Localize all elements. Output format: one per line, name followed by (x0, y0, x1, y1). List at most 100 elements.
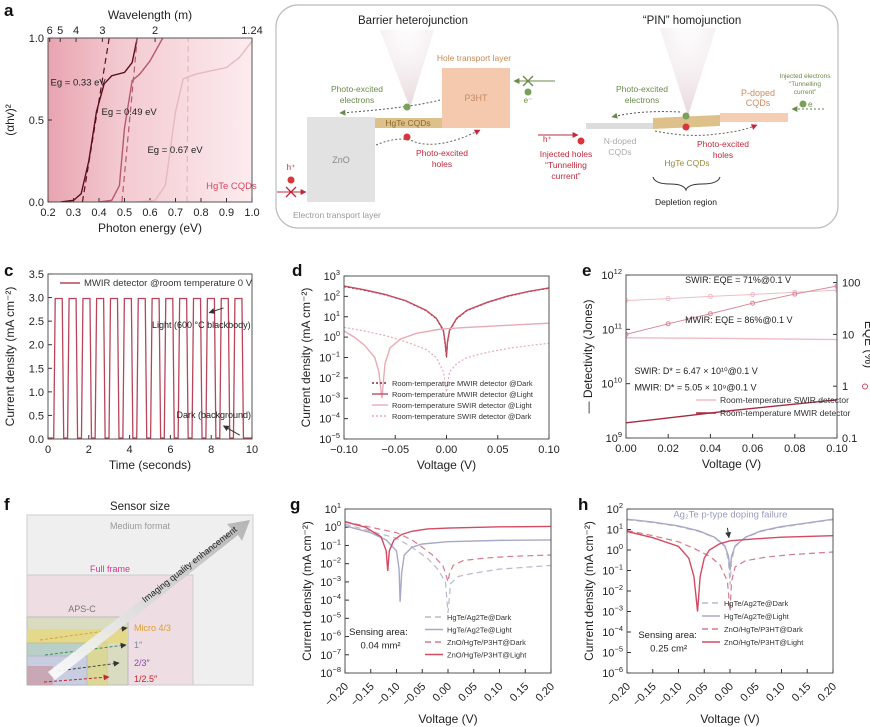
x-tick-label: 0.00 (712, 681, 736, 705)
depletion-region-label: Depletion region (655, 197, 717, 207)
two-thirds-arrow (57, 660, 120, 672)
y-tick-label: 10−6 (602, 665, 623, 680)
light-cone-left (380, 30, 434, 108)
annotation-arrow (725, 527, 732, 539)
x-tick-label: 0.08 (784, 443, 805, 455)
full-frame-label: Full frame (90, 564, 130, 574)
annotation: Light (600 °C blackbody) (152, 320, 251, 330)
p3ht-block (442, 68, 510, 128)
y-axis-label: Current density (mA cm⁻²) (582, 521, 596, 661)
barrier-heterojunction-title: Barrier heterojunction (358, 15, 468, 27)
y-tick-label: 10−4 (320, 592, 341, 607)
hgte-cqds-right-label: HgTe CQDs (664, 158, 709, 168)
x-tick-label: 0.04 (700, 443, 721, 455)
hole-transport-layer-label: Hole transport layer (437, 53, 511, 63)
x-tick-label: 0.2 (40, 207, 55, 219)
y-tick-label: 100 (325, 519, 341, 534)
y-tick-label: 10−6 (320, 629, 341, 644)
y-tick-label: 101 (607, 522, 623, 537)
electron-dot-right (682, 112, 690, 120)
panel-label-h: h (578, 495, 588, 514)
annotation: Eg = 0.67 eV (147, 145, 203, 156)
plot-frame (626, 508, 834, 674)
legend-entry: Room-temperature SWIR detector @Dark (392, 412, 532, 421)
photo-electrons-right-1: Photo-excited (616, 84, 668, 94)
y-tick-label: 10−2 (602, 583, 623, 598)
plot-frame (625, 274, 838, 439)
series-0-line (626, 337, 837, 341)
series-2-line (344, 322, 549, 399)
injected-electrons-3: current” (794, 89, 816, 96)
legend-entry: HgTe/Ag2Te@Dark (724, 599, 789, 608)
x-tick-label: 0.00 (615, 443, 636, 455)
electron-dot-left (403, 103, 411, 111)
series-group (48, 297, 252, 439)
x-tick-label: 10 (246, 444, 258, 456)
p-doped-label-2: CQDs (746, 98, 771, 108)
p3ht-label: P3HT (464, 93, 488, 103)
y-axis-label: — Detectivity (Jones) (581, 299, 595, 413)
series-square-wave (48, 297, 252, 439)
annotation: SWIR: D* = 6.47 × 10¹⁰@0.1 V (634, 366, 757, 376)
x-tick-label: −0.15 (631, 681, 659, 709)
y2-tick-label: 0.1 (842, 433, 857, 445)
x-tick-label: 0.10 (482, 681, 506, 705)
y-tick-label: 101 (324, 309, 340, 324)
block-x-icon (285, 186, 297, 198)
injected-electrons-1: Injected electrons (780, 73, 832, 80)
y-tick-label: 10−1 (319, 350, 340, 365)
legend-entry: HgTe/Ag2Te@Light (447, 626, 513, 635)
top-axis-label: Wavelength (m) (108, 8, 192, 22)
top-tick-label: 4 (73, 25, 79, 37)
x-tick-label: 0.20 (815, 681, 839, 705)
x-tick-label: −0.15 (349, 681, 377, 709)
plot-background (344, 276, 549, 439)
y-tick-label: 100 (324, 329, 340, 344)
x-tick-label: 0 (45, 444, 51, 456)
electron-transport-layer-label: Electron transport layer (293, 210, 381, 220)
y-tick-label: 1010 (601, 376, 622, 391)
block-x-icon-2 (522, 75, 534, 87)
x-tick-label: 0.10 (538, 444, 559, 456)
annotation: MWIR: D* = 5.05 × 10⁹@0.1 V (634, 382, 756, 392)
panel-label-g: g (290, 495, 300, 514)
x-tick-label: 0.6 (142, 207, 157, 219)
annotation: SWIR: EQE = 71%@0.1 V (685, 275, 791, 285)
hgte-cqds-left-label: HgTe CQDs (385, 118, 430, 128)
x-tick-label: 0.02 (657, 443, 678, 455)
legend-entry: ZnO/HgTe/P3HT@Light (724, 638, 804, 647)
plot-frame (47, 37, 253, 203)
x-tick-label: 0.15 (790, 681, 814, 705)
y-tick-label: 1012 (601, 267, 622, 282)
y-tick-label: 2.5 (29, 316, 44, 328)
legend-entry: Room-temperature SWIR detector (720, 395, 849, 405)
series-1-line (81, 38, 110, 202)
y-tick-label: 102 (607, 501, 623, 516)
y-tick-label: 10−1 (602, 563, 623, 578)
y-tick-label: 10−1 (320, 537, 341, 552)
x-tick-label: −0.05 (682, 681, 710, 709)
y2-axis-label: EQE (%) (862, 321, 870, 368)
series-group (626, 283, 837, 424)
series-1-line (627, 518, 833, 571)
p-doped-label-1: P-doped (741, 88, 775, 98)
y-tick-label: 10−7 (320, 647, 341, 662)
legend-entry: ZnO/HgTe/P3HT@Dark (447, 638, 526, 647)
photo-electrons-right-2: electrons (625, 95, 660, 105)
y-tick-label: 0.0 (29, 434, 44, 446)
one-inch-strip (87, 643, 107, 685)
series-1-line (344, 285, 549, 356)
chart-d: −0.10 −0.05 0.00 0.05 0.1010−510−410−310−210… (299, 268, 560, 472)
y-tick-label: 0.5 (29, 115, 44, 127)
injected-electrons-2: “Tunnelling (789, 81, 821, 88)
x-tick-label: 0.00 (430, 681, 454, 705)
x-tick-label: −0.10 (656, 681, 684, 709)
series-3-line (626, 285, 837, 335)
y2-tick-label: 10 (842, 329, 854, 341)
legend-entry: HgTe/Ag2Te@Dark (447, 613, 512, 622)
hole-dot-blocked (287, 176, 295, 184)
legend-entry: ZnO/HgTe/P3HT@Dark (724, 625, 803, 634)
annotation: Sensing area: (349, 627, 408, 638)
photo-electrons-left-2: electrons (340, 95, 375, 105)
series-2-line (626, 289, 837, 302)
